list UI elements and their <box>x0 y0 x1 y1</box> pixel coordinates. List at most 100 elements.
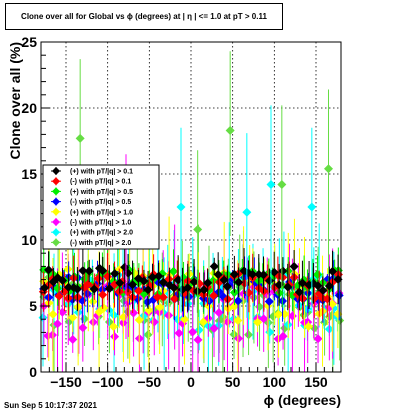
data-point <box>38 313 48 323</box>
data-point <box>333 309 343 319</box>
x-tick-label: 0 <box>187 374 195 390</box>
x-tick-label: 50 <box>225 374 241 390</box>
data-point <box>54 291 64 301</box>
data-point <box>154 271 164 281</box>
data-point <box>225 125 235 135</box>
data-point <box>170 294 180 304</box>
x-tick-label: −100 <box>92 374 124 390</box>
legend: (+) with pT/|q| > 0.1 (-) with pT/|q| > 0… <box>42 164 160 250</box>
data-point <box>158 292 168 302</box>
data-point <box>259 270 269 280</box>
data-point <box>128 280 138 290</box>
legend-label: (-) with pT/|q| > 1.0 <box>70 220 131 227</box>
data-point <box>68 335 78 345</box>
legend-label: (+) with pT/|q| > 0.5 <box>70 189 133 196</box>
data-point <box>143 330 153 340</box>
data-point <box>115 278 125 288</box>
legend-marker <box>52 238 60 247</box>
data-point <box>244 330 254 340</box>
data-point <box>328 266 338 276</box>
chart-title-box: Clone over all for Global vs ϕ (degrees)… <box>5 3 283 30</box>
data-point <box>173 275 183 285</box>
data-point <box>265 276 275 286</box>
chart-title: Clone over all for Global vs ϕ (degrees)… <box>21 12 267 21</box>
data-point <box>234 277 244 287</box>
data-point <box>188 327 198 337</box>
data-point <box>176 202 186 212</box>
legend-label: (-) with pT/|q| > 0.5 <box>70 199 131 206</box>
data-point <box>183 283 193 293</box>
data-point <box>242 207 252 217</box>
data-point <box>40 283 50 293</box>
data-point <box>110 269 120 279</box>
x-tick-label: −50 <box>137 374 161 390</box>
data-point <box>283 282 293 292</box>
legend-label: (+) with pT/|q| > 1.0 <box>70 209 133 216</box>
data-point <box>209 323 219 333</box>
timestamp: Sun Sep 5 10:17:37 2021 <box>4 401 97 410</box>
highlight-points <box>75 51 333 339</box>
data-point <box>213 270 223 280</box>
data-point <box>147 272 157 282</box>
legend-marker <box>52 187 60 196</box>
data-point <box>144 305 154 315</box>
data-point <box>53 319 63 329</box>
data-point <box>324 164 333 174</box>
data-point <box>313 281 323 291</box>
data-point <box>223 294 233 304</box>
legend-marker <box>52 228 60 237</box>
data-point <box>203 278 213 288</box>
data-point <box>110 332 120 342</box>
data-point <box>233 315 243 325</box>
data-point <box>93 273 103 283</box>
data-point <box>277 180 287 190</box>
data-point <box>63 264 73 274</box>
data-point <box>169 283 179 293</box>
legend-label: (+) with pT/|q| > 2.0 <box>70 230 133 237</box>
data-point <box>214 308 224 318</box>
data-point <box>209 261 219 271</box>
data-point <box>219 275 229 285</box>
data-point <box>278 331 288 341</box>
data-point <box>294 287 304 297</box>
data-point <box>129 308 139 318</box>
data-point <box>99 303 109 313</box>
data-point <box>269 267 279 277</box>
data-point <box>307 202 317 212</box>
data-point <box>78 266 88 276</box>
data-point <box>48 309 58 319</box>
data-point <box>193 335 203 345</box>
data-point <box>72 284 82 294</box>
data-point <box>180 314 190 324</box>
data-point <box>155 302 165 312</box>
data-point <box>172 314 182 324</box>
data-point <box>313 334 323 344</box>
y-tick-label: 20 <box>21 100 37 116</box>
data-point <box>198 317 208 327</box>
data-point <box>57 307 67 317</box>
data-point <box>89 284 99 294</box>
data-point <box>109 310 119 320</box>
data-point <box>234 333 244 343</box>
data-point <box>199 285 209 295</box>
data-point <box>233 296 243 306</box>
data-point <box>139 276 149 286</box>
data-point <box>318 285 328 295</box>
data-point <box>83 279 93 289</box>
data-point <box>134 286 144 296</box>
data-point <box>143 285 153 295</box>
data-point <box>68 312 78 322</box>
x-tick-label: −150 <box>50 374 82 390</box>
data-point <box>266 180 276 190</box>
data-point <box>78 323 88 333</box>
data-point <box>63 282 73 292</box>
data-point <box>134 315 144 325</box>
x-axis-label: ϕ (degrees) <box>264 392 341 408</box>
data-point <box>98 266 108 276</box>
data-point <box>174 328 184 338</box>
legend-marker <box>52 207 60 216</box>
data-point <box>104 284 114 294</box>
series-0 <box>40 245 343 313</box>
y-tick-label: 25 <box>21 34 37 50</box>
